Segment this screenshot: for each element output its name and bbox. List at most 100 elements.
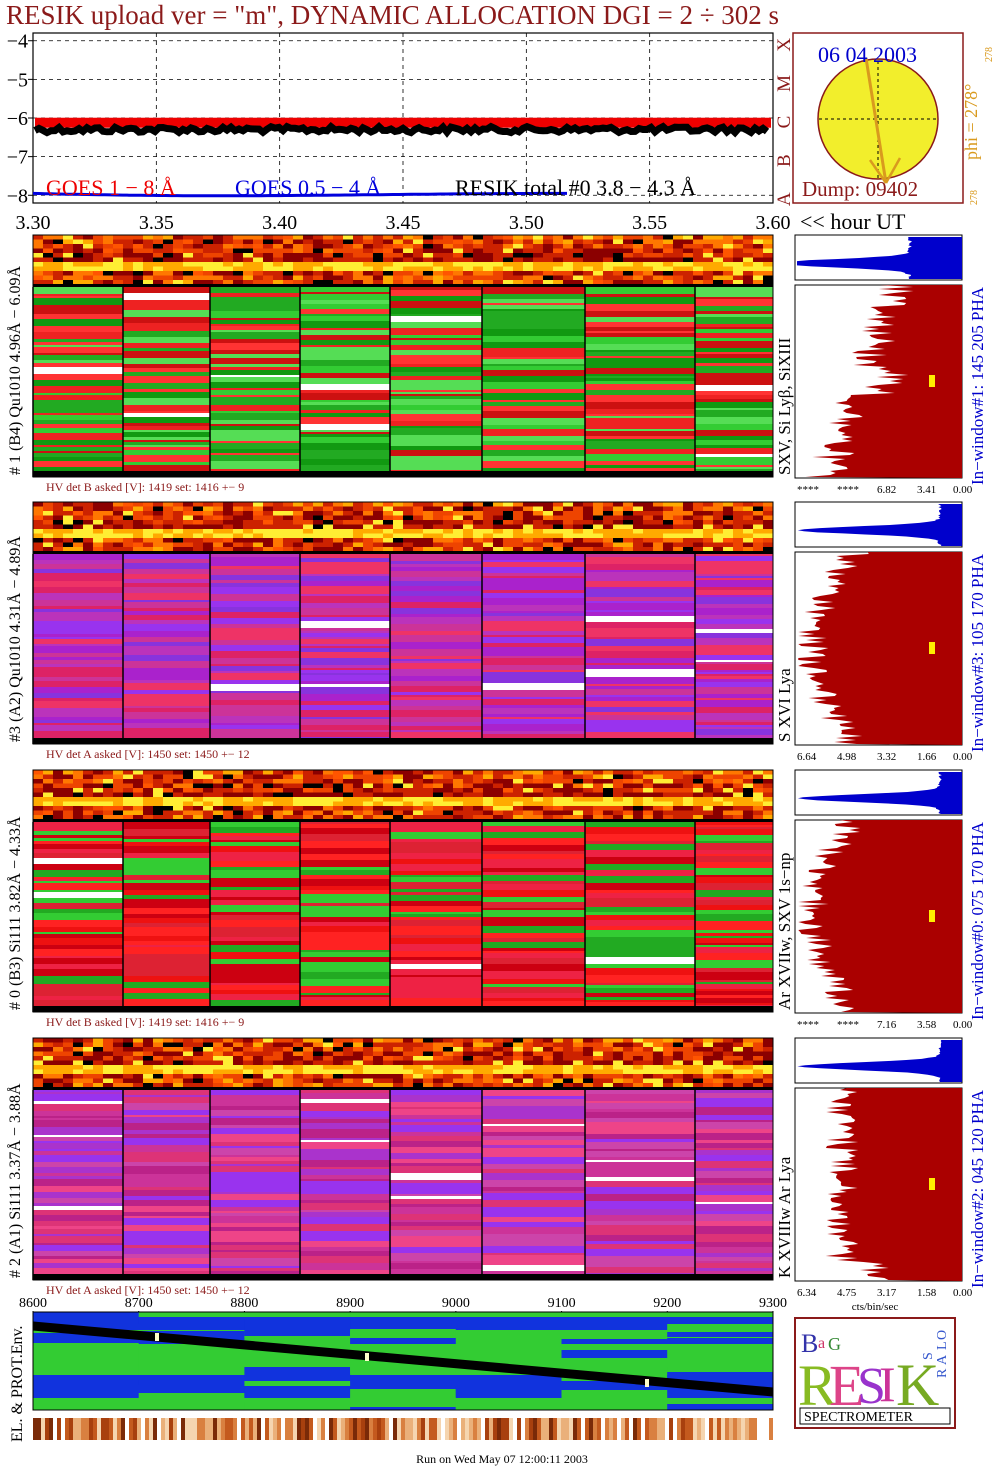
heat-cell xyxy=(233,280,243,285)
heat-cell xyxy=(573,248,583,253)
spectrum-row xyxy=(482,336,585,342)
heat-cell xyxy=(303,792,313,797)
heat-cell xyxy=(423,547,433,552)
heat-cell xyxy=(723,502,733,507)
heat-cell xyxy=(193,253,203,258)
heat-cell xyxy=(663,239,673,244)
heat-cell xyxy=(123,547,133,552)
heat-cell xyxy=(663,1047,673,1052)
heat-cell xyxy=(483,1051,493,1056)
heat-cell xyxy=(603,244,613,249)
heat-cell xyxy=(513,774,523,779)
heat-cell xyxy=(123,1042,133,1047)
spectrum-row xyxy=(482,902,585,908)
heat-cell xyxy=(543,806,553,811)
heat-cell xyxy=(403,266,413,271)
heat-cell xyxy=(623,1051,633,1056)
heat-cell xyxy=(213,529,223,534)
spectrum-row xyxy=(33,627,123,634)
heat-cell xyxy=(363,797,373,802)
heat-cell xyxy=(423,788,433,793)
heat-cell xyxy=(383,506,393,511)
heat-cell xyxy=(623,253,633,258)
heat-cell xyxy=(373,1056,383,1061)
heat-cell xyxy=(253,1047,263,1052)
heat-cell xyxy=(603,1042,613,1047)
heat-cell xyxy=(53,529,63,534)
heat-cell xyxy=(583,502,593,507)
heat-cell xyxy=(183,266,193,271)
heat-cell xyxy=(743,253,753,258)
heat-cell xyxy=(103,815,113,820)
heat-cell xyxy=(543,506,553,511)
heat-cell xyxy=(193,1083,203,1088)
spectrum-row xyxy=(210,705,300,712)
heat-cell xyxy=(683,248,693,253)
heat-cell xyxy=(653,235,663,240)
heat-cell xyxy=(223,1060,233,1065)
env-x-tick-label: 9300 xyxy=(759,1296,787,1311)
heat-cell xyxy=(503,1078,513,1083)
spectrum-row xyxy=(300,596,390,603)
spectrum-row xyxy=(33,720,123,723)
spectrum-row xyxy=(585,1256,695,1261)
spectrum-row xyxy=(33,1116,123,1118)
spectrum-row xyxy=(482,872,585,875)
heat-cell xyxy=(743,524,753,529)
heat-cell xyxy=(723,244,733,249)
heat-cell xyxy=(163,524,173,529)
heat-cell xyxy=(723,524,733,529)
heat-cell xyxy=(483,788,493,793)
heat-cell xyxy=(263,1065,273,1070)
heat-cell xyxy=(353,239,363,244)
heat-cell xyxy=(203,244,213,249)
heat-cell xyxy=(153,1060,163,1065)
spectrum-row xyxy=(585,665,695,669)
heat-cell xyxy=(33,1038,43,1043)
heat-cell xyxy=(283,792,293,797)
heat-cell xyxy=(543,1069,553,1074)
heat-cell xyxy=(423,1074,433,1079)
heat-cell xyxy=(353,783,363,788)
heat-cell xyxy=(53,257,63,262)
spectrum-row xyxy=(390,435,482,440)
heat-cell xyxy=(633,506,643,511)
heat-cell xyxy=(113,1060,123,1065)
spectrum-row xyxy=(33,445,123,447)
spectrum-row xyxy=(123,663,210,668)
heat-cell xyxy=(313,815,323,820)
heat-cell xyxy=(243,806,253,811)
heat-cell xyxy=(473,520,483,525)
heat-cell xyxy=(383,815,393,820)
spectrum-row xyxy=(695,440,773,445)
spectrum-row xyxy=(300,1131,390,1138)
spectrum-row xyxy=(390,700,482,706)
spectrum-row xyxy=(390,577,482,581)
heat-cell xyxy=(153,783,163,788)
spectrum-row xyxy=(585,395,695,400)
spectrum-row xyxy=(33,593,123,600)
heat-cell xyxy=(193,1042,203,1047)
heat-cell xyxy=(43,815,53,820)
heat-cell xyxy=(373,275,383,280)
heat-cell xyxy=(263,538,273,543)
heat-cell xyxy=(743,262,753,267)
heat-cell xyxy=(623,1047,633,1052)
heat-cell xyxy=(273,788,283,793)
heat-cell xyxy=(253,810,263,815)
spectrum-row xyxy=(695,1257,773,1261)
heat-cell xyxy=(623,506,633,511)
heat-cell xyxy=(673,779,683,784)
heat-cell xyxy=(43,783,53,788)
heat-cell xyxy=(453,801,463,806)
heat-cell xyxy=(253,533,263,538)
spectrum-row xyxy=(390,392,482,394)
goes-class-M: M xyxy=(774,75,795,92)
heat-cell xyxy=(293,1078,303,1083)
spectrum-row xyxy=(482,1090,585,1096)
heat-cell xyxy=(233,1065,243,1070)
spectrum-row xyxy=(33,881,123,883)
heat-cell xyxy=(583,257,593,262)
heat-cell xyxy=(93,1051,103,1056)
heat-cell xyxy=(473,542,483,547)
